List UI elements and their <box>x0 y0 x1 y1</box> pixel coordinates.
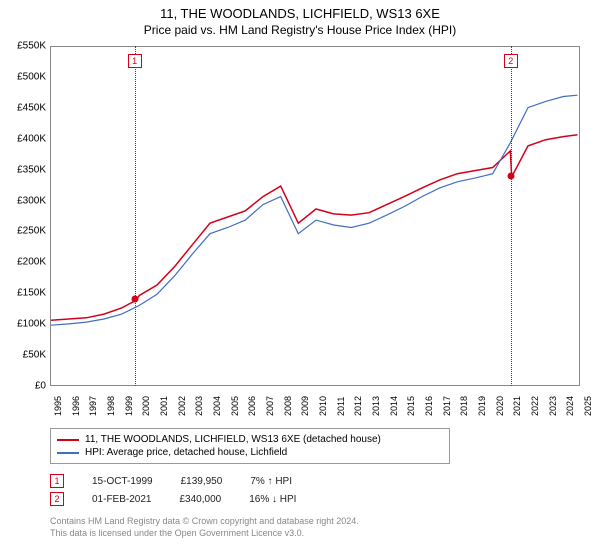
legend-item: HPI: Average price, detached house, Lich… <box>57 446 443 459</box>
annotation-date: 01-FEB-2021 <box>92 494 151 505</box>
x-tick-label: 2001 <box>159 396 169 416</box>
x-tick-label: 2000 <box>141 396 151 416</box>
x-tick-label: 1999 <box>124 396 134 416</box>
event-vline <box>135 46 136 386</box>
annotation-marker-box: 2 <box>50 492 64 506</box>
annotation-marker-box: 1 <box>50 474 64 488</box>
legend: 11, THE WOODLANDS, LICHFIELD, WS13 6XE (… <box>50 428 450 464</box>
x-tick-label: 2007 <box>265 396 275 416</box>
x-tick-label: 2003 <box>194 396 204 416</box>
plot-area <box>50 46 580 386</box>
annotation-row: 2 01-FEB-2021 £340,000 16% ↓ HPI <box>50 490 296 508</box>
annotation-row: 1 15-OCT-1999 £139,950 7% ↑ HPI <box>50 472 296 490</box>
x-tick-label: 2024 <box>565 396 575 416</box>
legend-item: 11, THE WOODLANDS, LICHFIELD, WS13 6XE (… <box>57 433 443 446</box>
y-tick-label: £0 <box>35 381 46 392</box>
chart-subtitle: Price paid vs. HM Land Registry's House … <box>0 21 600 41</box>
footer-line: This data is licensed under the Open Gov… <box>50 528 359 540</box>
y-tick-label: £100K <box>17 319 46 330</box>
annotation-price: £340,000 <box>179 494 221 505</box>
legend-swatch <box>57 439 79 441</box>
x-tick-label: 2025 <box>583 396 593 416</box>
chart-container: 11, THE WOODLANDS, LICHFIELD, WS13 6XE P… <box>0 0 600 560</box>
x-tick-label: 1997 <box>88 396 98 416</box>
legend-label: 11, THE WOODLANDS, LICHFIELD, WS13 6XE (… <box>85 434 381 445</box>
event-vline <box>511 46 512 386</box>
footer-line: Contains HM Land Registry data © Crown c… <box>50 516 359 528</box>
y-tick-label: £250K <box>17 226 46 237</box>
legend-label: HPI: Average price, detached house, Lich… <box>85 447 287 458</box>
y-tick-label: £450K <box>17 102 46 113</box>
x-tick-label: 2022 <box>530 396 540 416</box>
event-number-box: 1 <box>128 54 142 68</box>
x-tick-label: 2020 <box>495 396 505 416</box>
x-tick-label: 2012 <box>353 396 363 416</box>
x-tick-label: 2002 <box>177 396 187 416</box>
y-tick-label: £400K <box>17 133 46 144</box>
y-tick-label: £550K <box>17 41 46 52</box>
x-tick-label: 2017 <box>442 396 452 416</box>
y-tick-label: £150K <box>17 288 46 299</box>
annotation-delta: 16% ↓ HPI <box>249 494 296 505</box>
y-tick-label: £50K <box>23 350 46 361</box>
y-tick-label: £300K <box>17 195 46 206</box>
chart-title: 11, THE WOODLANDS, LICHFIELD, WS13 6XE <box>0 0 600 21</box>
x-tick-label: 1995 <box>53 396 63 416</box>
x-tick-label: 2010 <box>318 396 328 416</box>
legend-swatch <box>57 452 79 454</box>
x-tick-label: 2006 <box>247 396 257 416</box>
x-tick-label: 2021 <box>512 396 522 416</box>
x-tick-label: 2005 <box>230 396 240 416</box>
event-dot <box>507 172 514 179</box>
x-tick-label: 2018 <box>459 396 469 416</box>
x-tick-label: 2014 <box>389 396 399 416</box>
annotation-table: 1 15-OCT-1999 £139,950 7% ↑ HPI 2 01-FEB… <box>50 472 296 508</box>
x-tick-label: 2015 <box>406 396 416 416</box>
x-tick-label: 2008 <box>283 396 293 416</box>
event-dot <box>131 296 138 303</box>
x-tick-label: 2016 <box>424 396 434 416</box>
annotation-price: £139,950 <box>181 476 223 487</box>
event-number-box: 2 <box>504 54 518 68</box>
x-tick-label: 1998 <box>106 396 116 416</box>
x-tick-label: 2004 <box>212 396 222 416</box>
y-tick-label: £500K <box>17 71 46 82</box>
annotation-delta: 7% ↑ HPI <box>250 476 292 487</box>
x-tick-label: 2013 <box>371 396 381 416</box>
x-tick-label: 2011 <box>336 397 346 416</box>
x-tick-label: 2019 <box>477 396 487 416</box>
x-tick-label: 2009 <box>300 396 310 416</box>
footer: Contains HM Land Registry data © Crown c… <box>50 516 359 539</box>
line-plot <box>51 47 581 387</box>
annotation-date: 15-OCT-1999 <box>92 476 153 487</box>
y-tick-label: £350K <box>17 164 46 175</box>
x-tick-label: 2023 <box>548 396 558 416</box>
y-tick-label: £200K <box>17 257 46 268</box>
x-tick-label: 1996 <box>71 396 81 416</box>
